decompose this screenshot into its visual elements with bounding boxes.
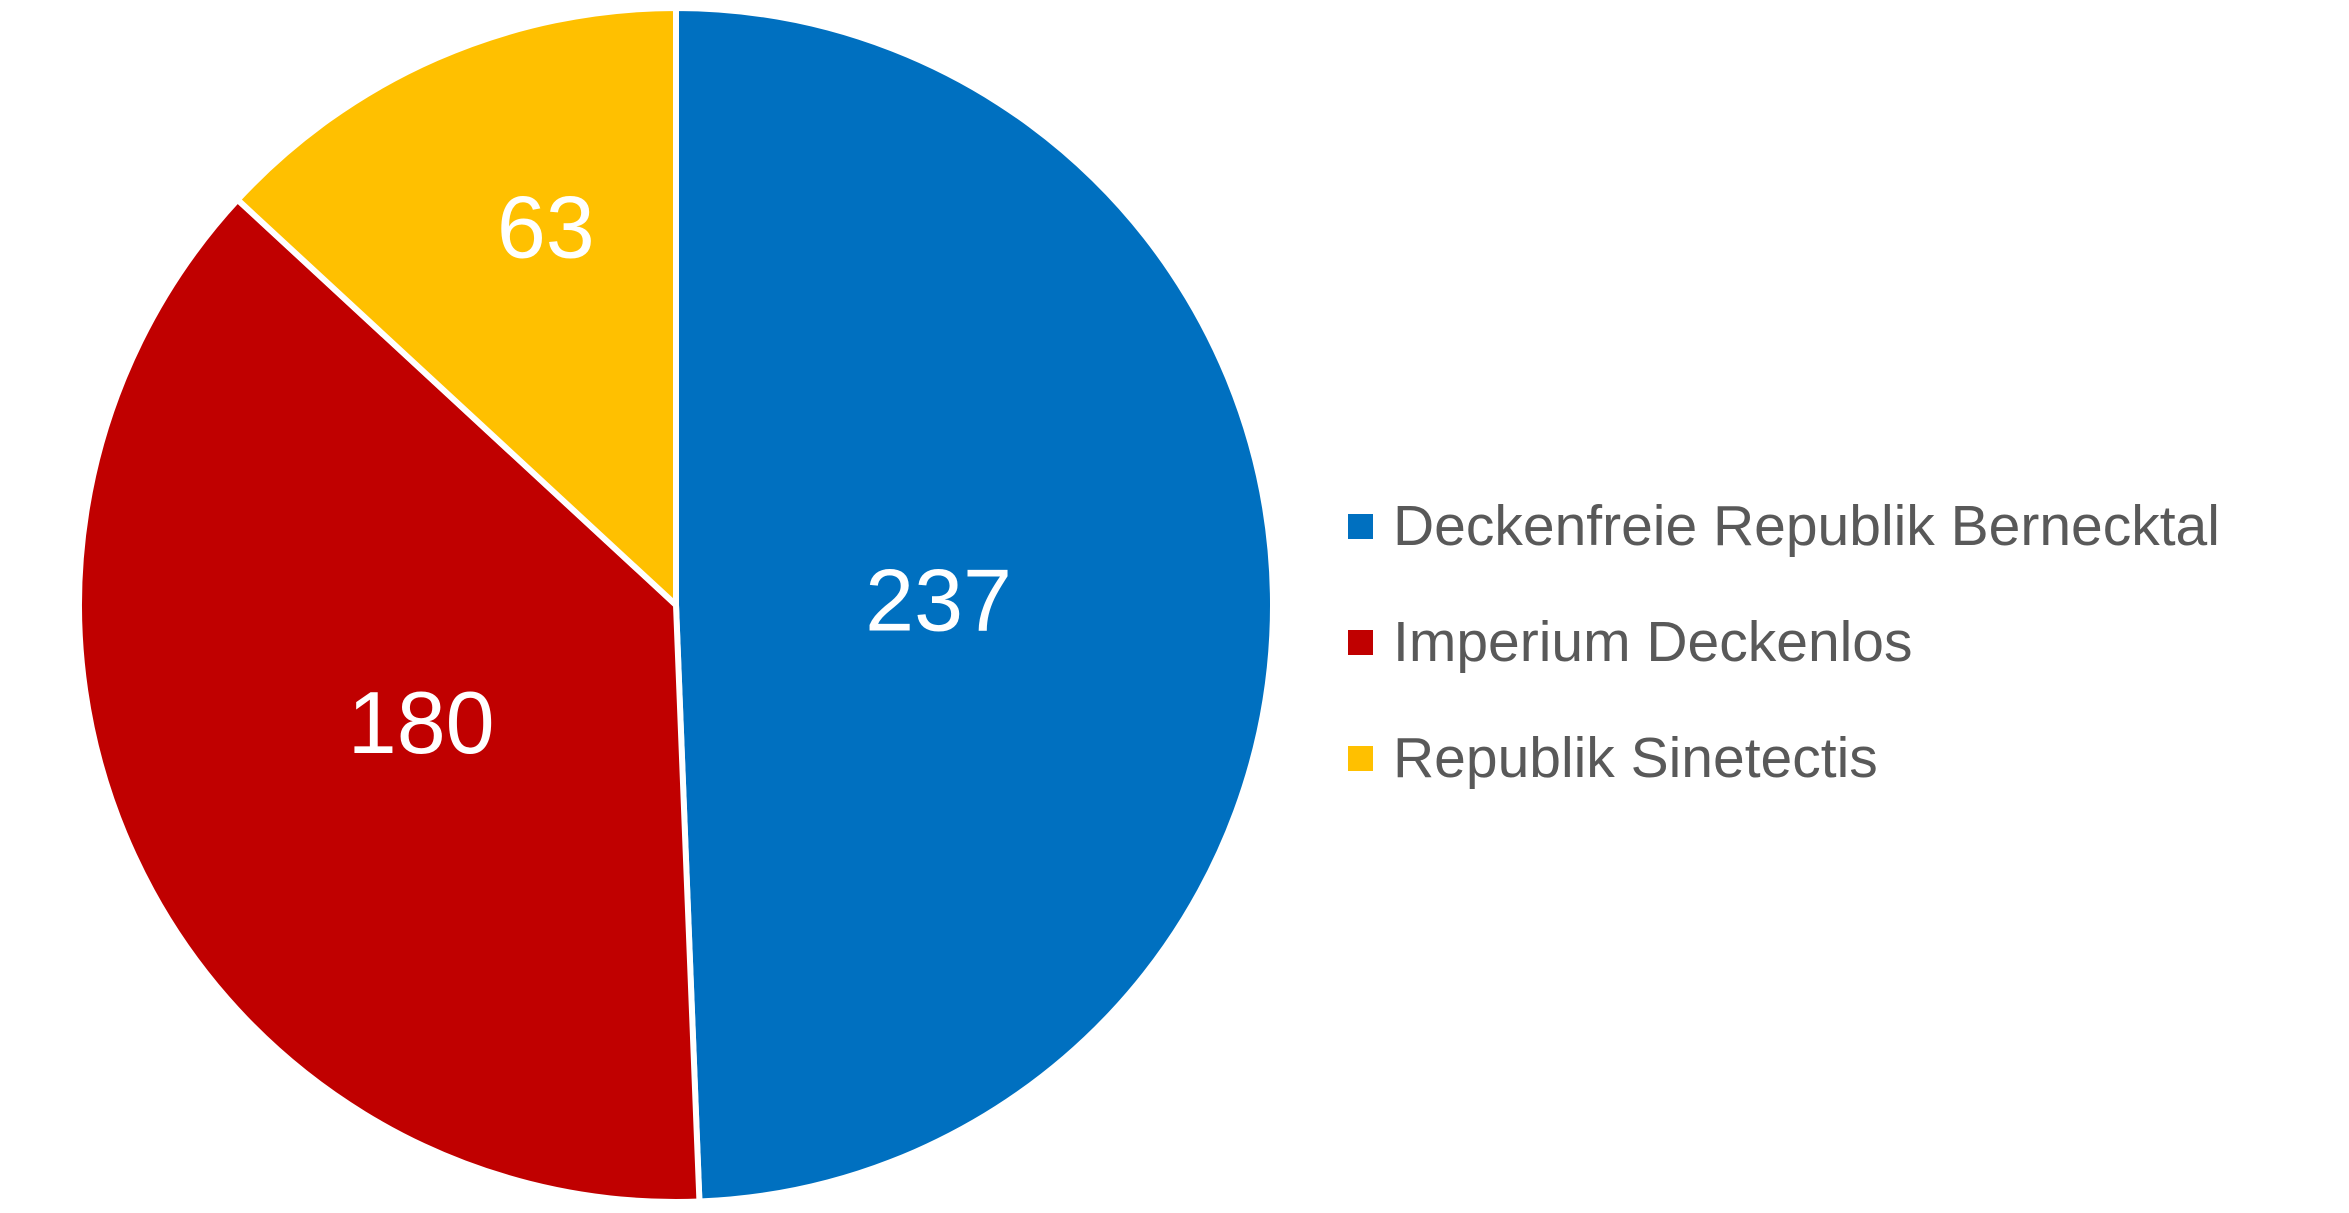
pie-slice-imperium-deckenlos [76,196,703,1205]
data-label-imperium-deckenlos: 180 [348,673,495,772]
data-label-republik-sinetectis: 63 [497,177,595,276]
legend-swatch-imperium-deckenlos [1348,629,1373,655]
data-label-deckenfreie-republik-bernecktal: 237 [865,550,1012,649]
legend-item-republik-sinetectis: Republik Sinetectis [1348,724,2220,792]
legend: Deckenfreie Republik Bernecktal Imperium … [1348,492,2220,792]
legend-swatch-deckenfreie-republik-bernecktal [1348,513,1373,539]
pie-slice-republik-sinetectis [234,5,679,608]
legend-item-imperium-deckenlos: Imperium Deckenlos [1348,608,2220,676]
legend-item-deckenfreie-republik-bernecktal: Deckenfreie Republik Bernecktal [1348,492,2220,560]
legend-label-deckenfreie-republik-bernecktal: Deckenfreie Republik Bernecktal [1393,494,2220,558]
legend-swatch-republik-sinetectis [1348,745,1373,771]
pie-slice-deckenfreie-republik-bernecktal [673,5,1277,1205]
legend-label-imperium-deckenlos: Imperium Deckenlos [1393,610,1913,674]
legend-label-republik-sinetectis: Republik Sinetectis [1393,726,1878,790]
